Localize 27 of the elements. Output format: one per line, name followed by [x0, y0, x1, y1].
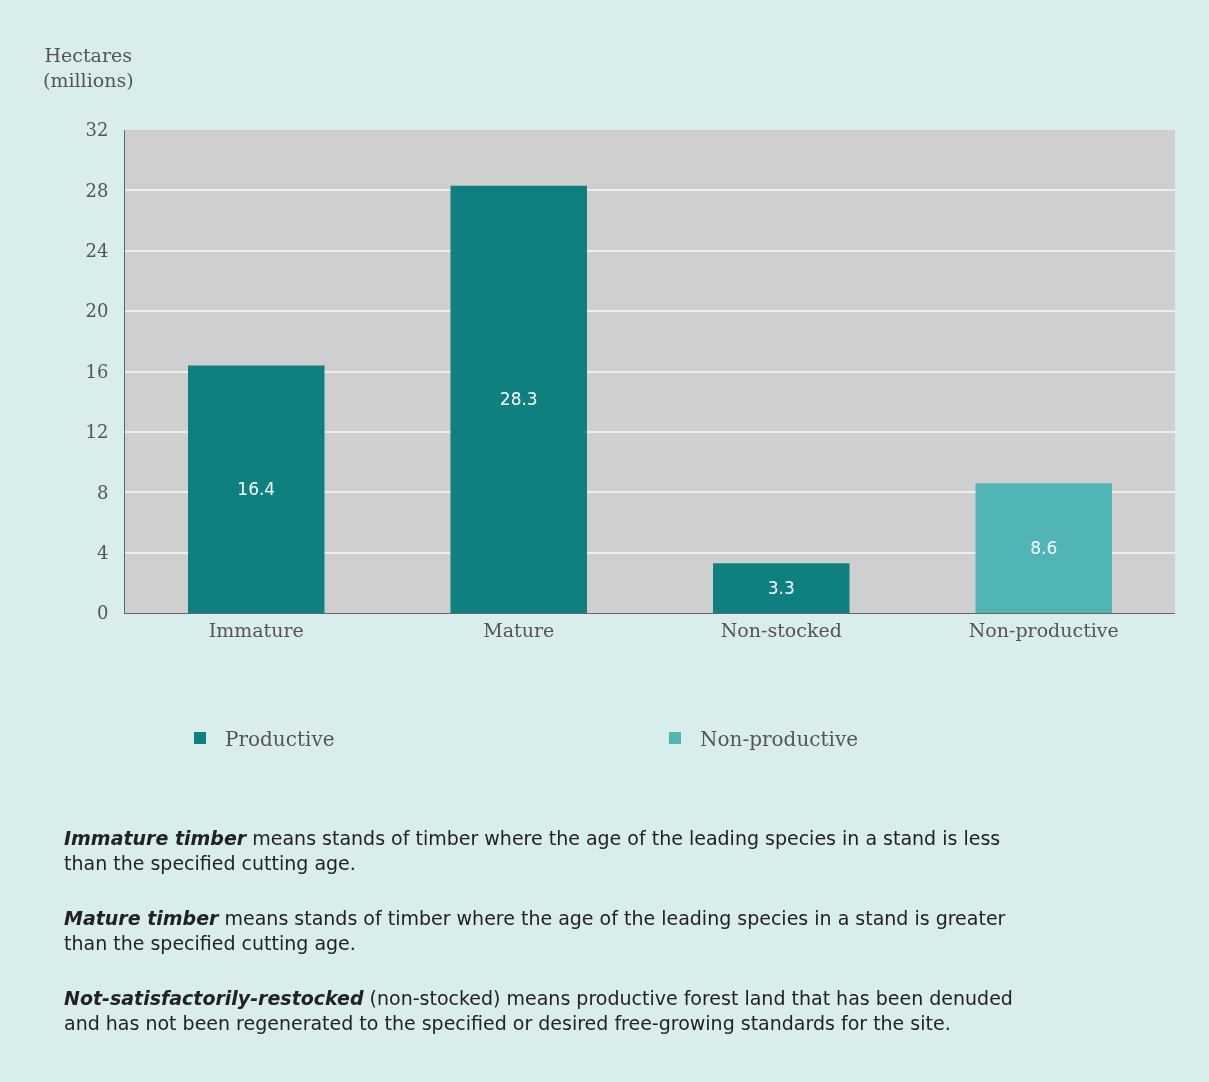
legend-label: Productive	[225, 726, 335, 751]
x-tick-label: Non-productive	[968, 618, 1119, 641]
text: Mature timber	[64, 907, 221, 929]
data-label: 3.3	[767, 578, 795, 599]
bar	[450, 185, 587, 613]
text: Not-satisfactorily-restocked	[64, 987, 364, 1009]
bar	[188, 365, 325, 613]
x-tick-label: Immature	[208, 618, 304, 641]
y-axis-title: Hectares (millions)	[43, 44, 134, 91]
x-tick-label: Non-stocked	[720, 618, 842, 641]
text: Immature timber	[64, 827, 248, 849]
y-tick-label: 32	[85, 119, 109, 141]
legend-label: Non-productive	[700, 726, 859, 751]
data-label: 28.3	[499, 389, 538, 410]
bar	[713, 563, 850, 613]
x-tick-label: Mature	[483, 618, 555, 641]
y-tick-label: 0	[96, 602, 109, 624]
y-tick-label: 4	[96, 541, 109, 563]
y-tick-label: 16	[85, 360, 109, 382]
data-label: 16.4	[237, 479, 276, 500]
y-tick-label: 28	[85, 179, 109, 201]
y-tick-label: 24	[85, 240, 109, 262]
bar	[975, 483, 1112, 613]
data-label: 8.6	[1030, 538, 1058, 559]
y-tick-label: 12	[85, 421, 109, 443]
y-tick-label: 20	[85, 300, 109, 322]
y-tick-label: 8	[96, 481, 109, 503]
